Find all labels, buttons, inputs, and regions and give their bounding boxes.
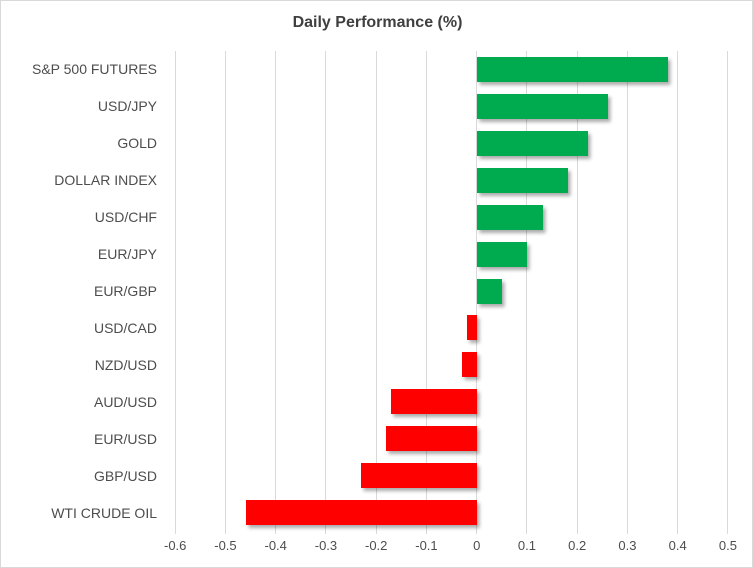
positive-bar-dollar-index	[477, 167, 568, 193]
x-axis-tick-label: -0.5	[214, 538, 237, 553]
x-axis-tick-label: 0.3	[618, 538, 637, 553]
category-label: USD/CHF	[94, 209, 157, 226]
x-axis-tick-label: -0.1	[415, 538, 438, 553]
vertical-gridline	[526, 51, 528, 534]
zero-axis-line	[476, 51, 478, 534]
category-label: GBP/USD	[93, 467, 157, 484]
x-axis-tick-label: 0.5	[718, 538, 737, 553]
category-label: EUR/JPY	[97, 246, 157, 263]
negative-bar-aud-usd	[391, 389, 477, 415]
negative-bar-eur-usd	[386, 426, 477, 452]
x-axis-tick-label: 0.4	[668, 538, 687, 553]
x-axis-tick-label: 0	[473, 538, 481, 553]
negative-bar-nzd-usd	[461, 352, 477, 378]
negative-bar-wti-crude-oil	[245, 500, 477, 526]
vertical-gridline	[224, 51, 226, 534]
vertical-gridline	[325, 51, 327, 534]
vertical-gridline	[576, 51, 578, 534]
category-label: NZD/USD	[94, 356, 157, 373]
vertical-gridline	[727, 51, 729, 534]
positive-bar-gold	[477, 130, 588, 156]
x-axis-tick-label: 0.1	[517, 538, 536, 553]
vertical-gridline	[174, 51, 176, 534]
category-label: GOLD	[117, 135, 157, 152]
vertical-gridline	[677, 51, 679, 534]
positive-bar-eur-jpy	[477, 241, 528, 267]
category-label: AUD/USD	[93, 393, 157, 410]
category-label: DOLLAR INDEX	[54, 172, 157, 189]
category-label: EUR/USD	[93, 430, 157, 447]
category-label: S&P 500 FUTURES	[31, 61, 157, 78]
positive-bar-eur-gbp	[477, 278, 503, 304]
x-axis-tick-label: -0.4	[264, 538, 287, 553]
x-axis-tick-label: 0.2	[568, 538, 587, 553]
category-label: WTI CRUDE OIL	[51, 504, 157, 521]
chart-title: Daily Performance (%)	[292, 14, 463, 31]
positive-bar-usd-jpy	[477, 93, 608, 119]
x-axis-tick-label: -0.6	[163, 538, 187, 553]
vertical-gridline	[626, 51, 628, 534]
category-label: EUR/GBP	[93, 283, 157, 299]
vertical-gridline	[425, 51, 427, 534]
negative-bar-gbp-usd	[361, 463, 477, 489]
vertical-gridline	[375, 51, 377, 534]
x-axis-tick-label: -0.3	[314, 538, 338, 553]
negative-bar-usd-cad	[466, 315, 477, 341]
x-axis-tick-label: -0.2	[364, 538, 388, 553]
positive-bar-usd-chf	[477, 204, 543, 230]
category-label: USD/JPY	[97, 98, 157, 115]
positive-bar-s-p-500-futures	[477, 56, 669, 82]
category-label: USD/CAD	[93, 319, 157, 336]
vertical-gridline	[275, 51, 277, 534]
